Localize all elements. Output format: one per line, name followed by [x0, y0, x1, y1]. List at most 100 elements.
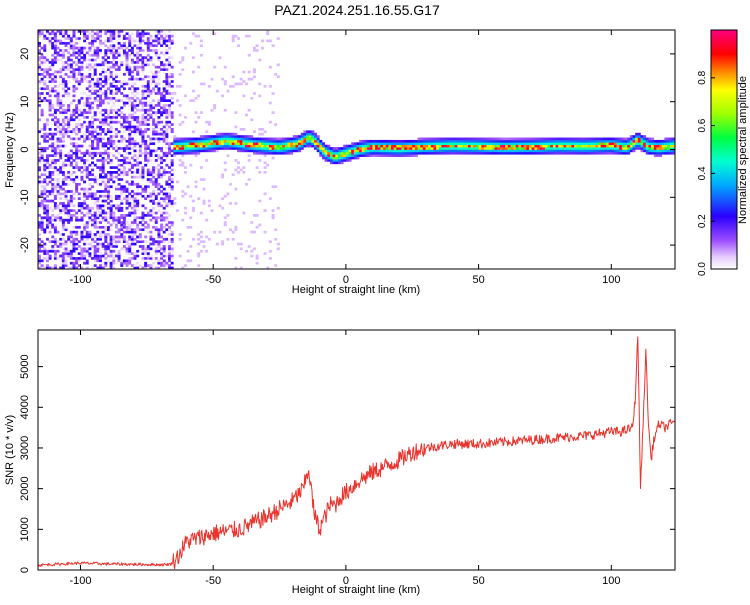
heatmap-cell — [128, 228, 132, 232]
heatmap-cell — [128, 135, 132, 138]
heatmap-cell — [205, 139, 209, 143]
heatmap-cell — [88, 187, 92, 191]
heatmap-cell — [329, 151, 333, 155]
heatmap-cell — [157, 245, 161, 248]
heatmap-cell — [271, 139, 275, 143]
heatmap-cell — [157, 235, 161, 239]
heatmap-cell — [547, 142, 551, 146]
heatmap-cell — [77, 204, 81, 208]
heatmap-cell — [80, 166, 84, 169]
heatmap-cell — [149, 101, 153, 105]
heatmap-cell — [109, 178, 113, 181]
heatmap-cell — [107, 161, 110, 165]
heatmap-cell — [425, 144, 429, 148]
heatmap-cell — [406, 149, 410, 153]
heatmap-cell — [136, 240, 140, 244]
heatmap-cell — [571, 142, 575, 146]
heatmap-cell — [162, 53, 166, 57]
heatmap-cell — [61, 135, 65, 138]
heatmap-cell — [287, 149, 291, 153]
heatmap-cell — [231, 34, 235, 38]
heatmap-cell — [88, 123, 92, 126]
heatmap-cell — [107, 139, 110, 143]
heatmap-cell — [38, 49, 41, 52]
heatmap-cell — [221, 77, 225, 81]
heatmap-cell — [91, 156, 95, 160]
heatmap-cell — [101, 230, 105, 234]
heatmap-cell — [221, 175, 225, 179]
heatmap-cell — [101, 84, 105, 88]
heatmap-cell — [64, 194, 68, 198]
heatmap-cell — [587, 147, 591, 150]
heatmap-cell — [247, 159, 251, 162]
heatmap-cell — [51, 218, 55, 222]
heatmap-cell — [157, 233, 161, 236]
heatmap-cell — [505, 149, 509, 153]
heatmap-cell — [93, 252, 97, 255]
heatmap-cell — [162, 259, 166, 263]
heatmap-cell — [441, 144, 445, 148]
heatmap-cell — [53, 94, 57, 98]
heatmap-cell — [250, 221, 254, 224]
heatmap-cell — [80, 175, 84, 179]
heatmap-cell — [38, 151, 41, 155]
heatmap-cell — [563, 147, 567, 150]
heatmap-cell — [152, 242, 156, 246]
heatmap-cell — [194, 34, 198, 38]
heatmap-cell — [298, 144, 302, 148]
heatmap-cell — [308, 132, 312, 136]
heatmap-cell — [99, 214, 102, 217]
heatmap-cell — [133, 218, 137, 222]
heatmap-cell — [85, 194, 89, 198]
heatmap-cell — [544, 137, 548, 141]
heatmap-cell — [59, 151, 63, 155]
heatmap-cell — [558, 144, 562, 148]
heatmap-cell — [125, 206, 129, 210]
heatmap-cell — [369, 139, 373, 143]
heatmap-cell — [130, 230, 134, 234]
heatmap-cell — [75, 106, 79, 110]
heatmap-cell — [120, 247, 124, 251]
heatmap-cell — [266, 139, 270, 143]
heatmap-cell — [130, 163, 134, 167]
heatmap-cell — [162, 173, 166, 177]
heatmap-cell — [144, 56, 148, 59]
heatmap-cell — [114, 63, 118, 67]
heatmap-cell — [146, 161, 150, 165]
heatmap-cell — [146, 49, 150, 52]
heatmap-cell — [231, 144, 235, 148]
heatmap-cell — [125, 96, 129, 100]
heatmap-cell — [38, 92, 41, 95]
heatmap-cell — [141, 142, 145, 146]
heatmap-cell — [72, 266, 76, 269]
heatmap-cell — [51, 113, 55, 117]
heatmap-cell — [67, 118, 71, 122]
heatmap-cell — [43, 99, 47, 102]
heatmap-cell — [61, 242, 65, 246]
heatmap-cell — [112, 221, 116, 224]
heatmap-cell — [77, 51, 81, 55]
heatmap-cell — [247, 144, 251, 148]
heatmap-cell — [552, 144, 556, 148]
heatmap-cell — [99, 252, 102, 255]
heatmap-cell — [130, 96, 134, 100]
heatmap-cell — [189, 149, 193, 153]
heatmap-cell — [154, 125, 158, 129]
heatmap-cell — [298, 147, 302, 150]
heatmap-cell — [420, 139, 424, 143]
heatmap-cell — [91, 39, 95, 43]
colorbar-tick-label: 0.8 — [697, 70, 708, 84]
heatmap-cell — [268, 151, 272, 155]
heatmap-cell — [263, 166, 267, 169]
heatmap-cell — [467, 151, 471, 155]
heatmap-cell — [168, 144, 171, 148]
heatmap-cell — [531, 137, 535, 141]
heatmap-cell — [85, 37, 89, 40]
heatmap-cell — [107, 49, 110, 52]
heatmap-cell — [202, 202, 206, 205]
heatmap-cell — [486, 142, 490, 146]
heatmap-cell — [56, 96, 60, 100]
heatmap-cell — [669, 149, 673, 153]
heatmap-cell — [125, 247, 129, 251]
heatmap-cell — [348, 156, 352, 160]
